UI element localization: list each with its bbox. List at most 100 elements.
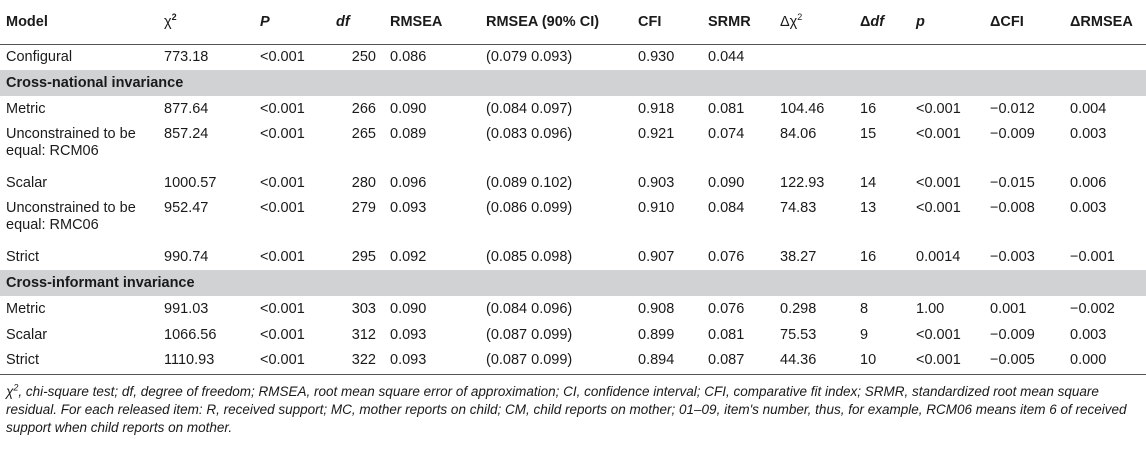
cell-ddf: 16 [860, 248, 877, 265]
cell-drmsea [1064, 44, 1146, 70]
cell-ddf: 10 [854, 348, 910, 375]
cell-rmsea: 0.093 [390, 200, 427, 216]
cell-dcfi [984, 44, 1064, 70]
cell-rmsea: 0.093 [390, 326, 427, 343]
cell-p: <0.001 [260, 300, 305, 317]
table-row: Strict 1110.93 <0.001 322 0.093 (0.087 0… [0, 348, 1146, 375]
cell-ddf: 13 [860, 200, 877, 216]
cell-dcfi: −0.005 [984, 348, 1064, 375]
cell-df: 322 [330, 348, 384, 375]
cell-chi2: 990.74 [164, 248, 209, 265]
header-srmr: SRMR [702, 0, 774, 45]
cell-ci: (0.089 0.102) [486, 174, 573, 191]
table-row: Metric 991.03 <0.001 303 0.090 (0.084 0.… [0, 296, 1146, 322]
cell-pp: <0.001 [916, 326, 961, 343]
table-row: Metric 877.64 <0.001 266 0.090 (0.084 0.… [0, 96, 1146, 122]
cell-dchi2: 84.06 [780, 126, 817, 142]
cell-dchi2: 38.27 [780, 248, 817, 265]
cell-dcfi: −0.003 [990, 248, 1035, 265]
header-delta-df-label: df [870, 13, 885, 30]
cell-df: 303 [351, 300, 376, 317]
cell-p: <0.001 [260, 326, 305, 343]
cell-df: 266 [351, 100, 376, 117]
cell-srmr: 0.076 [708, 248, 745, 265]
cell-dcfi: −0.012 [990, 100, 1035, 117]
cell-ci: (0.085 0.098) [486, 248, 573, 265]
cell-ddf: 8 [860, 300, 869, 317]
cell-cfi: 0.930 [638, 48, 675, 65]
cell-srmr: 0.087 [702, 348, 774, 375]
cell-rmsea: 0.096 [390, 174, 427, 191]
cell-drmsea: 0.000 [1064, 348, 1146, 375]
header-rmsea: RMSEA [384, 0, 480, 45]
cell-dchi2: 74.83 [780, 200, 817, 216]
cell-p: <0.001 [260, 100, 305, 117]
cell-srmr: 0.081 [708, 100, 745, 117]
cell-p: <0.001 [260, 126, 305, 142]
cell-ddf: 16 [860, 100, 877, 117]
cell-pp: <0.001 [916, 126, 961, 142]
cell-rmsea: 0.092 [390, 248, 427, 265]
cell-model: Strict [6, 248, 40, 265]
cell-srmr: 0.044 [708, 48, 745, 65]
cell-cfi: 0.907 [638, 248, 675, 265]
cell-p: <0.001 [260, 174, 305, 191]
cell-df: 265 [351, 126, 376, 142]
cell-model: Configural [6, 48, 73, 65]
cell-dcfi: −0.009 [990, 126, 1035, 142]
cell-chi2: 1066.56 [164, 326, 217, 343]
cell-drmsea: 0.006 [1070, 174, 1107, 191]
cell-drmsea: 0.003 [1070, 126, 1107, 142]
header-delta-symbol: Δ [860, 13, 871, 30]
cell-model: Metric [6, 300, 46, 317]
cell-cfi: 0.908 [638, 300, 675, 317]
cell-ddf: 15 [860, 126, 877, 142]
cell-chi2: 1110.93 [158, 348, 254, 375]
cell-pp: 1.00 [916, 300, 945, 317]
section-title: Cross-national invariance [0, 70, 1146, 96]
cell-model: Scalar [6, 174, 48, 191]
header-chi2-symbol: χ [164, 13, 172, 30]
cell-dchi2: 75.53 [780, 326, 817, 343]
cell-dchi2: 44.36 [774, 348, 854, 375]
cell-dchi2: 122.93 [780, 174, 825, 191]
cell-rmsea: 0.090 [390, 100, 427, 117]
cell-pp: <0.001 [916, 100, 961, 117]
cell-ci: (0.084 0.096) [486, 300, 573, 317]
cell-model: Metric [6, 100, 46, 117]
header-delta-chi2-superscript: 2 [797, 11, 803, 22]
cell-dcfi: −0.015 [990, 174, 1035, 191]
cell-drmsea: 0.004 [1070, 100, 1107, 117]
cell-cfi: 0.910 [638, 200, 675, 216]
cell-rmsea: 0.093 [384, 348, 480, 375]
cell-srmr: 0.084 [708, 200, 745, 216]
cell-p: <0.001 [260, 248, 305, 265]
cell-df: 312 [351, 326, 376, 343]
cell-model: Scalar [6, 326, 48, 343]
section-row-cross-informant: Cross-informant invariance [0, 270, 1146, 296]
cell-model: Unconstrained to be equal: RCM06 [6, 126, 136, 159]
table-row: Scalar 1000.57 <0.001 280 0.096 (0.089 0… [0, 170, 1146, 196]
cell-df: 250 [351, 48, 376, 65]
cell-dchi2: 0.298 [780, 300, 817, 317]
footnote-text: , chi-square test; df, degree of freedom… [6, 383, 1127, 435]
cell-df: 279 [351, 200, 376, 216]
cell-drmsea: −0.001 [1070, 248, 1115, 265]
cell-drmsea: 0.003 [1070, 326, 1107, 343]
cell-pp: 0.0014 [916, 248, 961, 265]
cell-ci: (0.087 0.099) [480, 348, 632, 375]
header-p-lower: p [910, 0, 984, 45]
cell-ci: (0.084 0.097) [486, 100, 573, 117]
cell-pp: <0.001 [910, 348, 984, 375]
cell-model: Unconstrained to be equal: RMC06 [6, 200, 136, 233]
cell-dchi2: 104.46 [780, 100, 825, 117]
header-df: df [330, 0, 384, 45]
cell-chi2: 1000.57 [164, 174, 217, 191]
cell-drmsea: −0.002 [1070, 300, 1115, 317]
cell-cfi: 0.918 [638, 100, 675, 117]
section-row-cross-national: Cross-national invariance [0, 70, 1146, 96]
cell-chi2: 991.03 [164, 300, 209, 317]
cell-pp: <0.001 [916, 174, 961, 191]
table-row: Strict 990.74 <0.001 295 0.092 (0.085 0.… [0, 244, 1146, 270]
cell-dcfi: −0.009 [990, 326, 1035, 343]
